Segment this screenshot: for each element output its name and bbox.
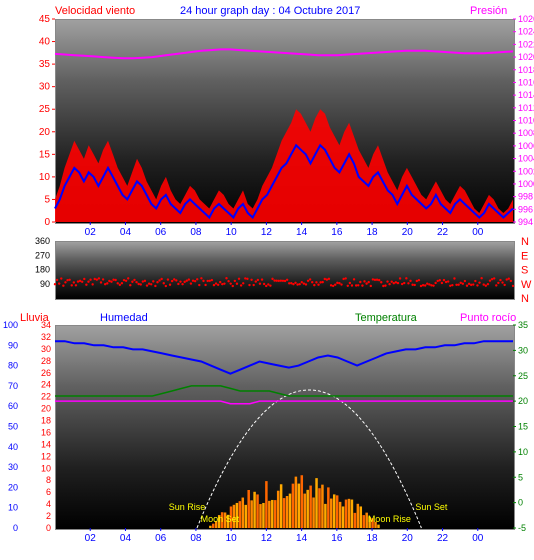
- svg-text:30: 30: [8, 462, 18, 472]
- svg-text:06: 06: [155, 533, 167, 544]
- svg-text:Moon Set: Moon Set: [201, 514, 240, 524]
- svg-text:12: 12: [41, 451, 51, 461]
- svg-text:20: 20: [41, 404, 51, 414]
- svg-text:22: 22: [437, 533, 449, 544]
- svg-text:02: 02: [85, 533, 97, 544]
- svg-text:10: 10: [8, 503, 18, 513]
- svg-text:08: 08: [190, 533, 202, 544]
- svg-text:22: 22: [41, 392, 51, 402]
- svg-text:35: 35: [518, 320, 528, 330]
- svg-text:18: 18: [41, 416, 51, 426]
- svg-text:40: 40: [8, 442, 18, 452]
- svg-text:04: 04: [120, 533, 132, 544]
- svg-text:34: 34: [41, 320, 51, 330]
- svg-text:0: 0: [13, 523, 18, 533]
- svg-text:25: 25: [518, 371, 528, 381]
- svg-text:14: 14: [41, 439, 51, 449]
- svg-text:8: 8: [46, 475, 51, 485]
- svg-text:32: 32: [41, 332, 51, 342]
- svg-text:15: 15: [518, 422, 528, 432]
- svg-text:100: 100: [3, 320, 18, 330]
- svg-text:30: 30: [41, 344, 51, 354]
- svg-text:-5: -5: [518, 523, 526, 533]
- svg-text:4: 4: [46, 499, 51, 509]
- weather-graph-container: Velocidad viento 24 hour graph day : 04 …: [0, 0, 534, 560]
- svg-text:10: 10: [518, 447, 528, 457]
- svg-text:6: 6: [46, 487, 51, 497]
- svg-text:24: 24: [41, 380, 51, 390]
- svg-text:5: 5: [518, 472, 523, 482]
- svg-text:10: 10: [226, 533, 238, 544]
- svg-text:20: 20: [8, 482, 18, 492]
- svg-text:28: 28: [41, 356, 51, 366]
- svg-text:60: 60: [8, 401, 18, 411]
- svg-text:2: 2: [46, 511, 51, 521]
- svg-text:Sun Rise: Sun Rise: [169, 502, 206, 512]
- svg-text:20: 20: [518, 396, 528, 406]
- svg-text:26: 26: [41, 368, 51, 378]
- svg-text:70: 70: [8, 381, 18, 391]
- temp-humidity-svg: 0102030405060708090100024681012141618202…: [0, 0, 534, 560]
- svg-text:16: 16: [331, 533, 343, 544]
- svg-text:12: 12: [261, 533, 273, 544]
- svg-text:16: 16: [41, 427, 51, 437]
- svg-text:18: 18: [367, 533, 379, 544]
- svg-text:50: 50: [8, 422, 18, 432]
- svg-text:90: 90: [8, 340, 18, 350]
- svg-text:20: 20: [402, 533, 414, 544]
- svg-text:14: 14: [296, 533, 308, 544]
- svg-text:Sun Set: Sun Set: [415, 502, 448, 512]
- svg-text:0: 0: [46, 523, 51, 533]
- svg-text:10: 10: [41, 463, 51, 473]
- svg-text:30: 30: [518, 345, 528, 355]
- svg-text:0: 0: [518, 498, 523, 508]
- svg-text:80: 80: [8, 361, 18, 371]
- svg-text:Moon Rise: Moon Rise: [368, 514, 411, 524]
- svg-text:00: 00: [472, 533, 484, 544]
